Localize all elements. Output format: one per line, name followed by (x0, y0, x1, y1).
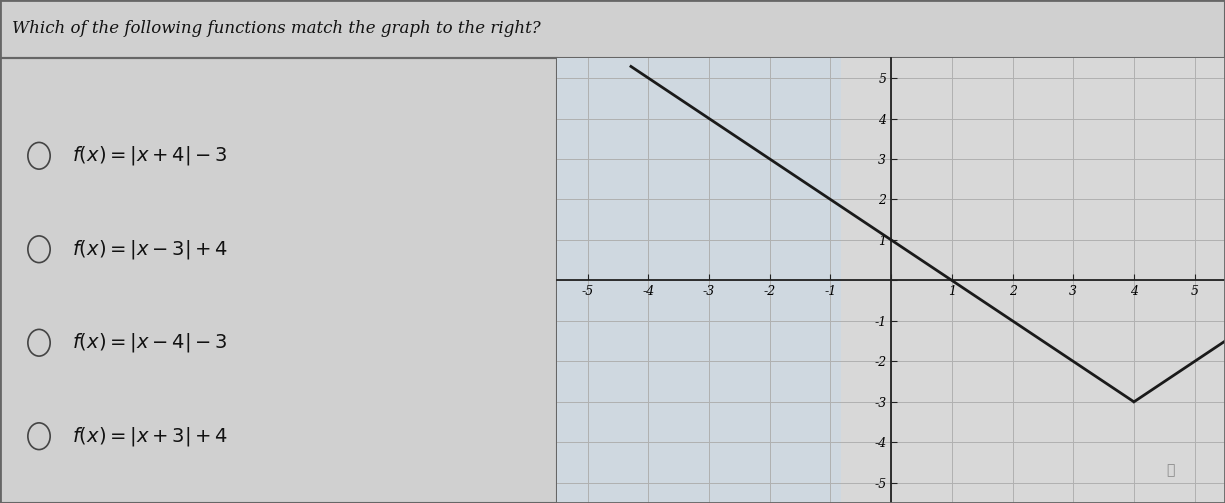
Text: $f(x) = |x - 4| - 3$: $f(x) = |x - 4| - 3$ (72, 331, 228, 354)
Text: $f(x) = |x + 4| - 3$: $f(x) = |x + 4| - 3$ (72, 144, 228, 167)
Text: $f(x) = |x + 3| + 4$: $f(x) = |x + 3| + 4$ (72, 425, 228, 448)
Text: Which of the following functions match the graph to the right?: Which of the following functions match t… (12, 21, 541, 37)
Bar (557, 58, 842, 503)
Text: $f(x) = |x - 3| + 4$: $f(x) = |x - 3| + 4$ (72, 238, 228, 261)
Text: 🔍: 🔍 (1166, 464, 1175, 478)
